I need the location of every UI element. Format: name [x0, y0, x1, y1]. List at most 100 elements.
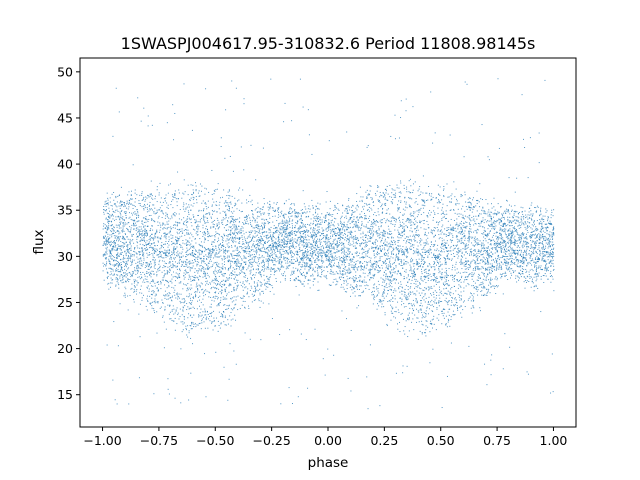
data-point	[331, 257, 333, 259]
data-point	[283, 238, 285, 240]
data-point	[362, 291, 364, 293]
data-point	[365, 191, 367, 193]
data-point	[367, 235, 369, 237]
data-point	[136, 245, 138, 247]
data-point	[380, 206, 382, 208]
data-point	[391, 263, 393, 265]
data-point	[536, 210, 538, 212]
data-point	[113, 233, 115, 235]
data-point	[246, 293, 248, 295]
data-point	[153, 212, 155, 214]
data-point	[147, 264, 149, 266]
data-point	[373, 287, 375, 289]
data-point	[347, 221, 349, 223]
data-point	[286, 226, 288, 228]
data-point	[178, 254, 180, 256]
data-point	[368, 206, 370, 208]
data-point	[495, 269, 497, 271]
data-point	[175, 266, 177, 268]
data-point	[494, 223, 496, 225]
data-point	[527, 177, 529, 179]
data-point	[168, 294, 170, 296]
data-point	[456, 302, 458, 304]
data-point	[214, 278, 216, 280]
data-point	[124, 275, 126, 277]
data-point	[222, 267, 224, 269]
data-point	[487, 267, 489, 269]
data-point	[510, 237, 512, 239]
data-point	[460, 291, 462, 293]
data-point	[527, 225, 529, 227]
data-point	[415, 229, 417, 231]
data-point	[445, 315, 447, 317]
data-point	[495, 260, 497, 262]
data-point	[289, 261, 291, 263]
data-point	[244, 287, 246, 289]
data-point	[502, 242, 504, 244]
data-point	[299, 225, 301, 227]
data-point	[553, 233, 555, 235]
data-point	[115, 205, 117, 207]
data-point	[205, 319, 207, 321]
data-point	[255, 240, 257, 242]
data-point	[433, 210, 435, 212]
data-point	[266, 266, 268, 268]
data-point	[189, 237, 191, 239]
data-point	[409, 230, 411, 232]
data-point	[502, 224, 504, 226]
data-point	[226, 257, 228, 259]
data-point	[415, 280, 417, 282]
data-point	[509, 238, 511, 240]
data-point	[130, 260, 132, 262]
data-point	[153, 310, 155, 312]
data-point	[459, 222, 461, 224]
data-point	[410, 261, 412, 263]
data-point	[214, 325, 216, 327]
data-point	[407, 282, 409, 284]
data-point	[386, 244, 388, 246]
data-point	[287, 257, 289, 259]
data-point	[235, 203, 237, 205]
data-point	[450, 218, 452, 220]
data-point	[518, 238, 520, 240]
data-point	[544, 268, 546, 270]
data-point	[491, 263, 493, 265]
data-point	[377, 221, 379, 223]
data-point	[220, 146, 222, 148]
data-point	[211, 299, 213, 301]
data-point	[441, 219, 443, 221]
data-point	[364, 239, 366, 241]
data-point	[498, 267, 500, 269]
data-point	[153, 301, 155, 303]
data-point	[123, 223, 125, 225]
data-point	[426, 251, 428, 253]
data-point	[117, 215, 119, 217]
data-point	[370, 197, 372, 199]
data-point	[364, 256, 366, 258]
data-point	[273, 257, 275, 259]
data-point	[452, 310, 454, 312]
data-point	[412, 308, 414, 310]
data-point	[378, 299, 380, 301]
data-point	[410, 286, 412, 288]
data-point	[455, 204, 457, 206]
data-point	[280, 211, 282, 213]
data-point	[212, 211, 214, 213]
data-point	[325, 247, 327, 249]
data-point	[411, 312, 413, 314]
data-point	[405, 110, 407, 112]
data-point	[141, 199, 143, 201]
data-point	[524, 243, 526, 245]
data-point	[298, 236, 300, 238]
data-point	[118, 255, 120, 257]
data-point	[420, 258, 422, 260]
data-point	[192, 205, 194, 207]
data-point	[305, 212, 307, 214]
data-point	[403, 187, 405, 189]
data-point	[209, 315, 211, 317]
data-point	[382, 261, 384, 263]
data-point	[250, 271, 252, 273]
data-point	[109, 261, 111, 263]
data-point	[378, 284, 380, 286]
data-point	[199, 286, 201, 288]
